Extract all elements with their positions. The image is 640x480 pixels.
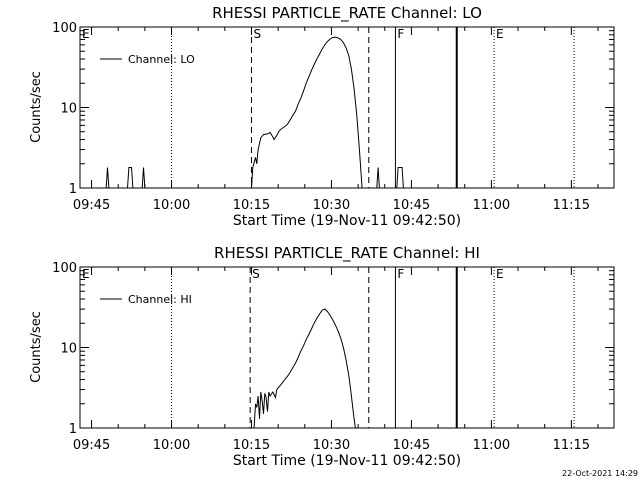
x-tick-label-hi-2: 10:15 <box>233 438 270 453</box>
y-axis-label-hi: Counts/sec <box>29 311 44 383</box>
legend-label-lo: Channel: LO <box>128 53 195 66</box>
event-marker-label-hi-4: F <box>397 267 404 281</box>
event-marker-label-lo-4: F <box>397 27 404 41</box>
x-tick-label-lo-3: 10:30 <box>313 198 350 213</box>
y-tick-label-lo-1: 10 <box>60 102 77 117</box>
legend-label-hi: Channel: HI <box>128 293 192 306</box>
x-tick-label-hi-1: 10:00 <box>153 438 190 453</box>
y-tick-label-lo-2: 100 <box>52 21 77 36</box>
y-tick-label-hi-0: 1 <box>69 422 77 437</box>
x-tick-label-lo-6: 11:15 <box>553 198 590 213</box>
event-marker-label-lo-6: E <box>496 27 504 41</box>
event-marker-label-lo-2: S <box>253 27 261 41</box>
chart-title-lo: RHESSI PARTICLE_RATE Channel: LO <box>212 4 482 23</box>
y-tick-label-hi-1: 10 <box>60 342 77 357</box>
x-axis-label-lo: Start Time (19-Nov-11 09:42:50) <box>233 213 461 229</box>
x-tick-label-lo-1: 10:00 <box>153 198 190 213</box>
event-marker-label-lo-0: E <box>82 27 90 41</box>
legend-hi: Channel: HI <box>100 293 192 306</box>
x-tick-label-lo-0: 09:45 <box>73 198 110 213</box>
series-line-hi-0 <box>253 308 356 429</box>
x-tick-label-lo-5: 11:00 <box>473 198 510 213</box>
x-tick-label-hi-0: 09:45 <box>73 438 110 453</box>
y-axis-label-lo: Counts/sec <box>29 71 44 143</box>
event-marker-label-hi-2: S <box>252 267 260 281</box>
x-tick-label-lo-4: 10:45 <box>393 198 430 213</box>
plot-area-hi: E S F E 09:45 10:00 10:15 10:30 10:45 11:00 11:15 1… <box>52 261 614 453</box>
chart-panel-lo: RHESSI PARTICLE_RATE Channel: LO E S F E 09:… <box>29 4 615 229</box>
x-tick-label-hi-3: 10:30 <box>313 438 350 453</box>
x-tick-label-hi-4: 10:45 <box>393 438 430 453</box>
y-tick-label-lo-0: 1 <box>69 182 77 197</box>
event-marker-label-hi-6: E <box>496 267 504 281</box>
x-tick-label-hi-6: 11:15 <box>553 438 590 453</box>
chart-title-hi: RHESSI PARTICLE_RATE Channel: HI <box>214 244 480 263</box>
footer-timestamp: 22-Oct-2021 14:29 <box>562 469 638 478</box>
plot-frame-hi <box>79 266 615 429</box>
x-axis-label-hi: Start Time (19-Nov-11 09:42:50) <box>233 453 461 469</box>
x-tick-label-lo-2: 10:15 <box>233 198 270 213</box>
x-tick-label-hi-5: 11:00 <box>473 438 510 453</box>
chart-panel-hi: RHESSI PARTICLE_RATE Channel: HI E S F E 09:… <box>29 244 615 469</box>
legend-lo: Channel: LO <box>100 53 195 66</box>
plot-frame-lo <box>79 26 615 189</box>
event-marker-label-hi-0: E <box>82 267 90 281</box>
y-tick-label-hi-2: 100 <box>52 261 77 276</box>
plot-area-lo: E S F E 09:45 10:00 10:15 10:30 10:45 11:00 11:15 1… <box>52 21 614 213</box>
